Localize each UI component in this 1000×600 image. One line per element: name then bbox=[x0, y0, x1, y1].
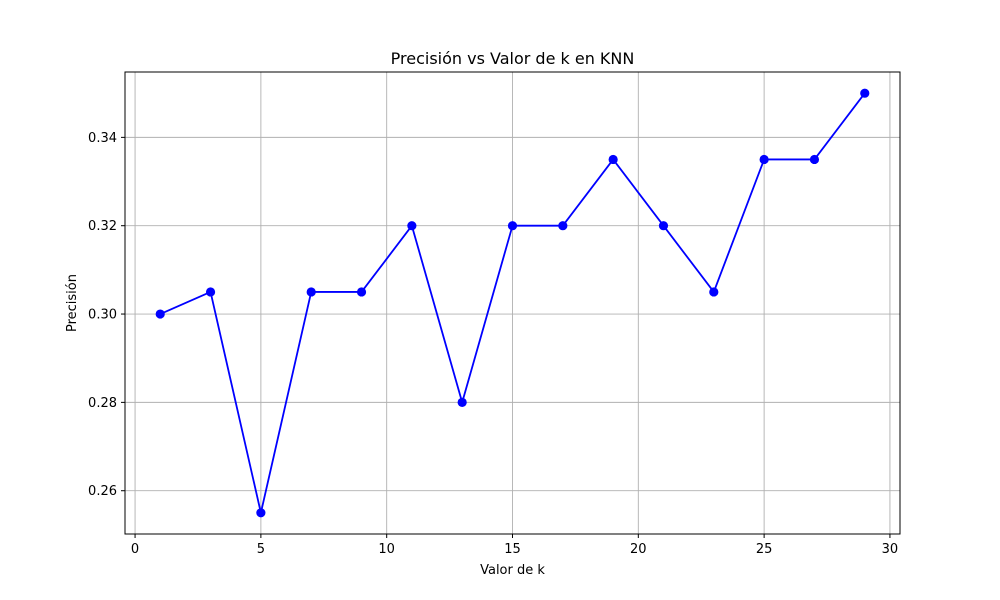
data-point bbox=[457, 397, 467, 407]
series bbox=[155, 88, 870, 518]
data-point bbox=[658, 221, 669, 231]
data-point bbox=[205, 287, 216, 297]
x-tick-label: 20 bbox=[630, 542, 647, 557]
y-tick-label: 0.28 bbox=[88, 396, 117, 411]
data-point bbox=[306, 287, 316, 297]
y-tick-label: 0.30 bbox=[88, 308, 117, 323]
x-tick-label: 30 bbox=[882, 542, 899, 557]
data-point bbox=[507, 221, 518, 231]
x-tick-label: 10 bbox=[378, 542, 395, 557]
chart-title: Precisión vs Valor de k en KNN bbox=[391, 49, 635, 68]
axis-ticks: 0 5 10 15 20 25 30 0.26 0.28 0.30 0.32 0.34 bbox=[88, 131, 898, 557]
x-tick-label: 15 bbox=[504, 542, 521, 557]
data-point bbox=[155, 309, 165, 319]
grid bbox=[125, 72, 900, 534]
y-tick-label: 0.26 bbox=[88, 484, 117, 499]
data-point bbox=[558, 221, 568, 231]
x-tick-label: 0 bbox=[131, 542, 139, 557]
data-point bbox=[256, 508, 266, 518]
data-point bbox=[407, 221, 417, 231]
data-point bbox=[709, 287, 719, 297]
x-tick-label: 25 bbox=[756, 542, 773, 557]
data-point bbox=[759, 154, 769, 165]
data-point bbox=[608, 154, 618, 165]
data-point bbox=[356, 287, 367, 297]
x-axis-label: Valor de k bbox=[480, 563, 545, 578]
data-point bbox=[860, 88, 870, 98]
y-tick-label: 0.32 bbox=[88, 219, 117, 234]
y-axis-label: Precisión bbox=[65, 274, 80, 332]
x-tick-label: 5 bbox=[257, 542, 265, 557]
y-tick-label: 0.34 bbox=[88, 131, 117, 146]
data-point bbox=[809, 154, 820, 165]
